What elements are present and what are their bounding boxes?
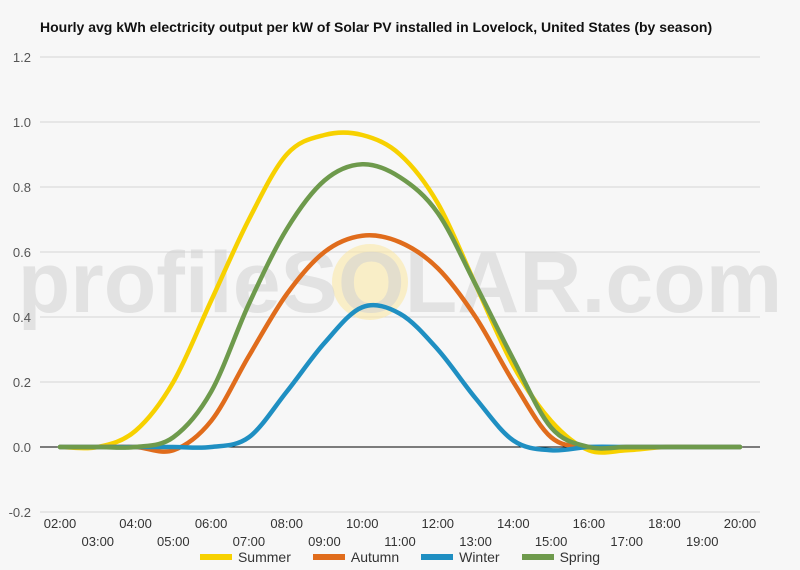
x-tick-label: 04:00 <box>119 516 152 531</box>
legend-swatch <box>421 554 454 560</box>
x-tick-label: 20:00 <box>724 516 757 531</box>
x-tick-label: 13:00 <box>459 534 492 549</box>
x-tick-label: 18:00 <box>648 516 681 531</box>
x-tick-label: 19:00 <box>686 534 719 549</box>
legend: Summer Autumn Winter Spring <box>0 549 800 565</box>
x-tick-label: 15:00 <box>535 534 568 549</box>
x-tick-label: 11:00 <box>384 534 416 549</box>
watermark-sun <box>332 244 408 320</box>
x-tick-label: 08:00 <box>270 516 303 531</box>
x-tick-label: 17:00 <box>610 534 643 549</box>
series-layer <box>57 130 743 455</box>
x-tick-label: 03:00 <box>82 534 115 549</box>
x-tick-label: 16:00 <box>573 516 606 531</box>
axis-layer: -0.2 0.0 0.2 0.4 0.6 0.8 1.0 1.2 02:00 03:00 04:00… <box>9 50 757 549</box>
x-tick-label: 10:00 <box>346 516 379 531</box>
legend-label: Autumn <box>350 549 400 565</box>
legend-label: Spring <box>559 549 601 565</box>
legend-label: Summer <box>237 549 291 565</box>
x-tick-label: 02:00 <box>44 516 77 531</box>
grid-layer <box>40 56 760 513</box>
y-tick-label: -0.2 <box>9 505 31 520</box>
legend-swatch <box>521 554 554 560</box>
y-tick-label: 0.2 <box>13 375 31 390</box>
x-tick-label: 05:00 <box>157 534 190 549</box>
series-line-spring <box>57 161 743 451</box>
x-tick-label: 09:00 <box>308 534 341 549</box>
y-tick-label: 0.4 <box>13 310 31 325</box>
y-tick-label: 0.0 <box>13 440 31 455</box>
x-tick-label: 14:00 <box>497 516 530 531</box>
y-tick-label: 0.8 <box>13 180 31 195</box>
x-tick-label: 12:00 <box>422 516 455 531</box>
legend-swatch <box>199 554 232 560</box>
watermark-text: profileSOLAR.com <box>18 235 783 331</box>
y-tick-label: 0.6 <box>13 245 31 260</box>
legend-item-winter: Winter <box>421 549 500 565</box>
x-tick-label: 06:00 <box>195 516 228 531</box>
legend-item-autumn: Autumn <box>312 549 400 565</box>
x-tick-label: 07:00 <box>233 534 266 549</box>
chart-title: Hourly avg kWh electricity output per kW… <box>40 19 713 35</box>
y-tick-label: 1.2 <box>13 50 31 65</box>
watermark: profileSOLAR.com <box>18 235 783 331</box>
legend-item-spring: Spring <box>521 549 601 565</box>
legend-item-summer: Summer <box>199 549 291 565</box>
y-tick-label: 1.0 <box>13 115 31 130</box>
legend-label: Winter <box>459 549 500 565</box>
series-line-summer <box>57 130 743 455</box>
legend-swatch <box>312 554 345 560</box>
